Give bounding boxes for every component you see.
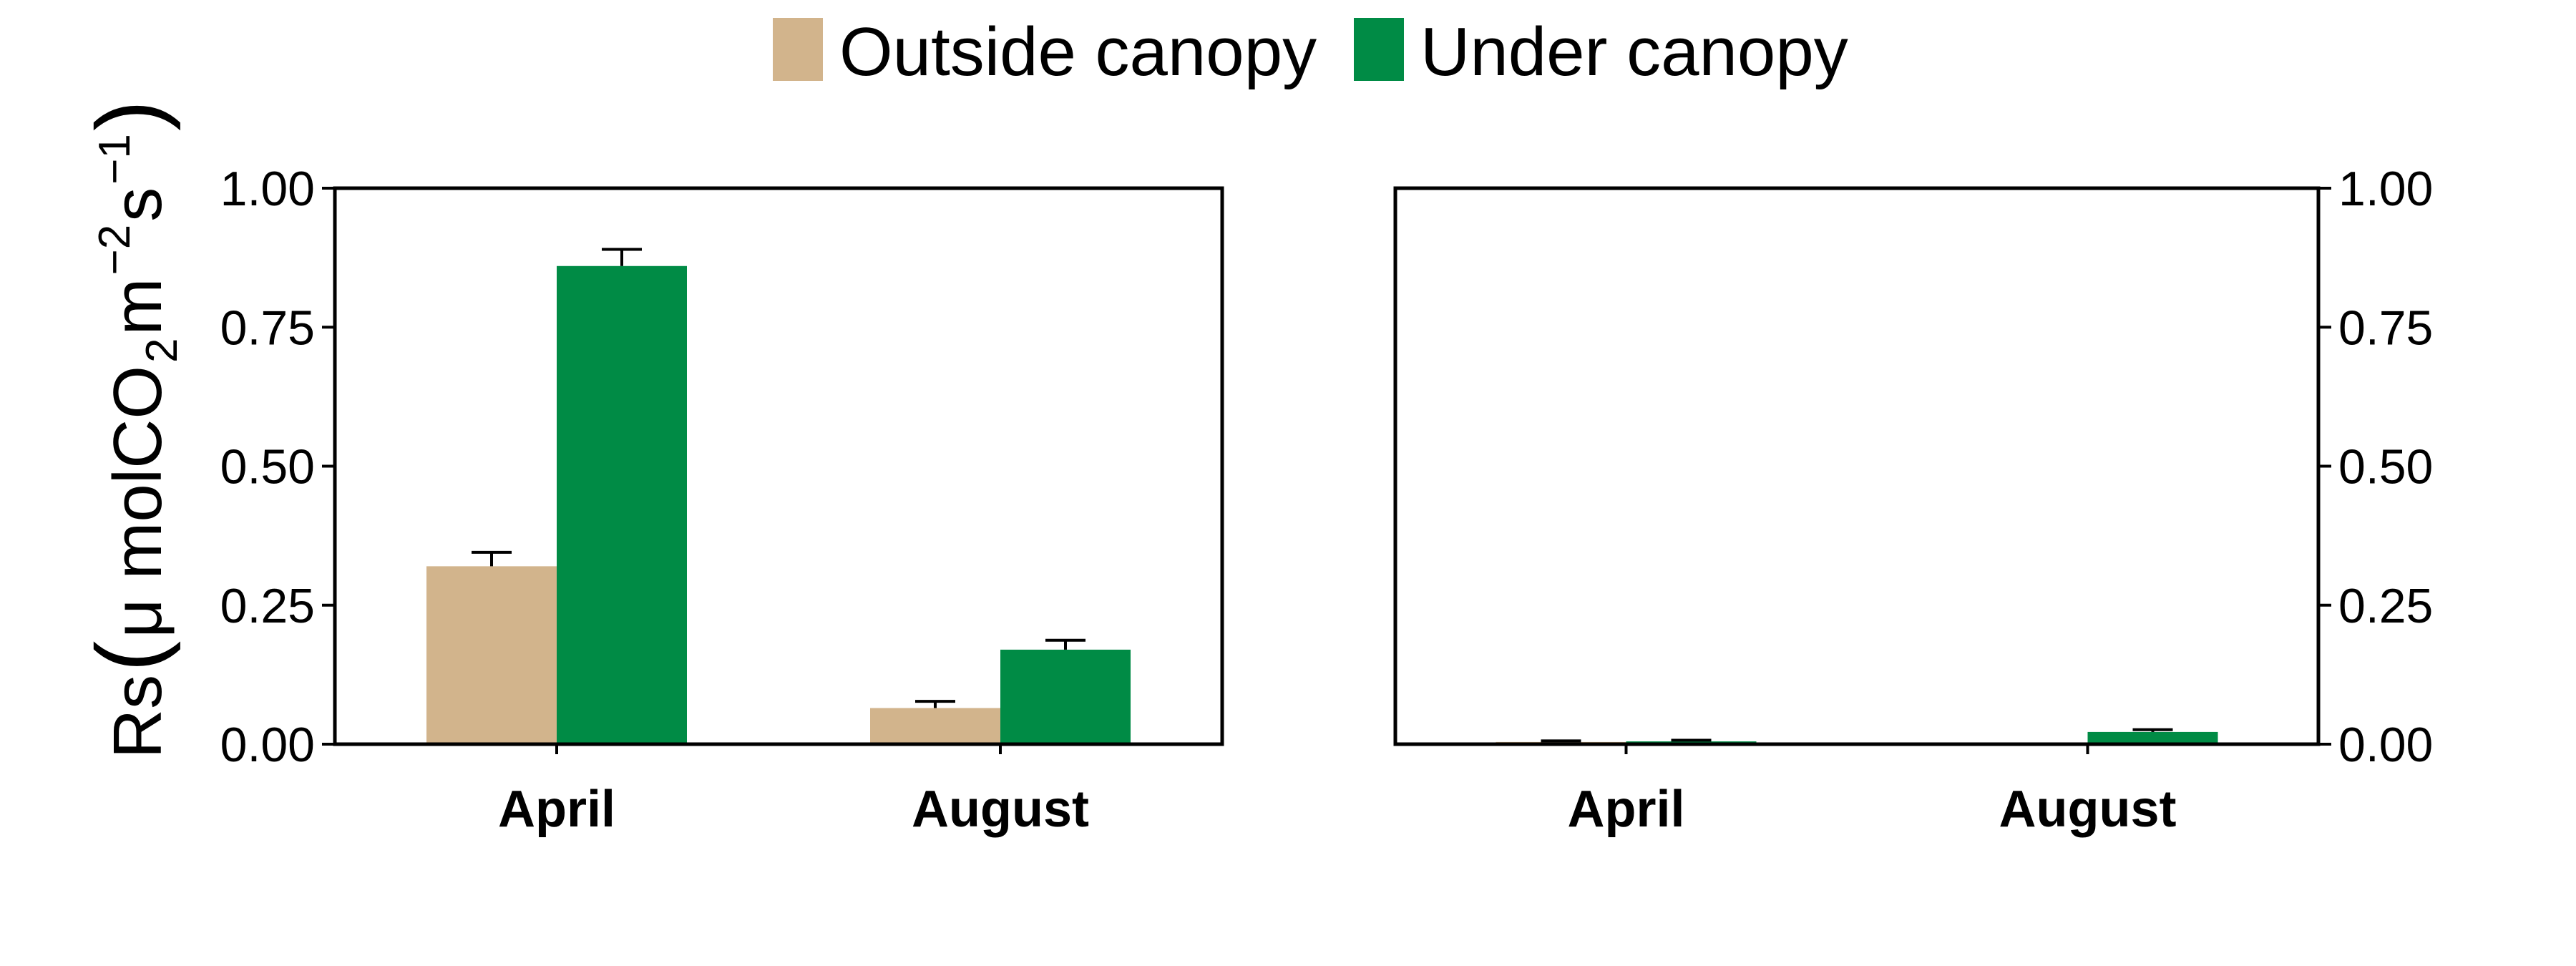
y-axis-title-open-paren: ( xyxy=(77,641,181,672)
bar-outside-canopy-august xyxy=(870,708,1000,744)
y-tick-label: 0.25 xyxy=(2338,579,2433,633)
y-tick-label: 1.00 xyxy=(2338,162,2433,216)
y-axis-title-prefix: Rs xyxy=(99,675,176,758)
legend: Outside canopy Under canopy xyxy=(773,14,1848,90)
y-axis-title-co2-sub: 2 xyxy=(137,338,187,362)
y-tick-label: 0.00 xyxy=(2338,718,2433,772)
y-axis-title-s-exp: −1 xyxy=(90,134,140,185)
x-tick-label-april: April xyxy=(1567,781,1684,838)
y-axis-title: Rs ( μ molCO 2 m −2 s −1 ) xyxy=(77,100,187,758)
y-axis-title-unit: μ molCO xyxy=(99,366,176,638)
x-tick-label-august: August xyxy=(912,781,1089,838)
legend-swatch-outside-canopy xyxy=(773,18,823,81)
plot-frame xyxy=(1393,186,2321,746)
y-axis-title-close-paren: ) xyxy=(77,100,181,131)
y-tick-label: 0.75 xyxy=(2338,301,2433,355)
panel-right: April August 0.00 0.25 0.50 0.75 1.00 xyxy=(1393,162,2433,838)
x-tick-label-april: April xyxy=(498,781,615,838)
x-tick-label-august: August xyxy=(1999,781,2177,838)
legend-label-outside-canopy: Outside canopy xyxy=(839,14,1317,90)
bar-under-canopy-august xyxy=(1000,649,1131,744)
y-tick-label: 0.00 xyxy=(220,718,315,772)
panel-left: April August 0.00 0.25 0.50 0.75 1.00 xyxy=(220,162,1224,838)
legend-label-under-canopy: Under canopy xyxy=(1420,14,1848,90)
y-tick-label: 1.00 xyxy=(220,162,315,216)
legend-swatch-under-canopy xyxy=(1354,18,1404,81)
y-tick-label: 0.50 xyxy=(2338,440,2433,494)
y-tick-label: 0.75 xyxy=(220,301,315,355)
y-axis-title-s: s xyxy=(99,187,176,222)
y-axis-title-m: m xyxy=(99,278,176,335)
y-tick-label: 0.50 xyxy=(220,440,315,494)
y-tick-label: 0.25 xyxy=(220,579,315,633)
bar-under-canopy-august xyxy=(2087,731,2218,744)
y-axis-title-m-exp: −2 xyxy=(90,225,140,275)
bar-under-canopy-april xyxy=(557,265,687,744)
svg-text:Rs ( μ mol: Rs ( μ molCO 2 m −2 s −1 ) xyxy=(77,100,187,758)
bar-outside-canopy-april xyxy=(426,566,557,744)
